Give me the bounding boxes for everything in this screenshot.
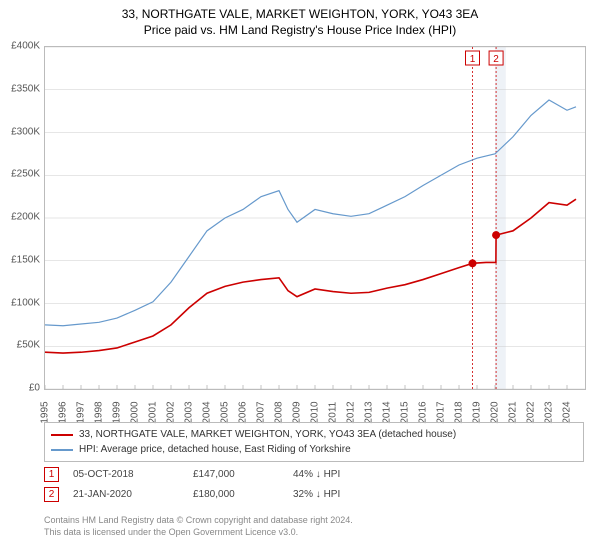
x-tick-label: 2019 bbox=[472, 401, 483, 423]
x-tick-label: 2020 bbox=[490, 401, 501, 423]
legend-label: 33, NORTHGATE VALE, MARKET WEIGHTON, YOR… bbox=[79, 427, 456, 442]
x-tick-label: 1995 bbox=[40, 401, 51, 423]
y-tick-label: £350K bbox=[0, 83, 40, 94]
legend-item: HPI: Average price, detached house, East… bbox=[51, 442, 577, 457]
y-tick-label: £150K bbox=[0, 254, 40, 265]
x-tick-label: 2007 bbox=[256, 401, 267, 423]
sales-table: 1 05-OCT-2018£147,00044% ↓ HPI 2 21-JAN-202… bbox=[44, 464, 584, 504]
title-line-1: 33, NORTHGATE VALE, MARKET WEIGHTON, YOR… bbox=[0, 6, 600, 22]
x-tick-label: 2002 bbox=[166, 401, 177, 423]
x-tick-label: 2017 bbox=[436, 401, 447, 423]
chart-area: 12 £0£50K£100K£150K£200K£250K£300K£350K£… bbox=[44, 46, 584, 388]
x-tick-label: 2014 bbox=[382, 401, 393, 423]
footer-line-1: Contains HM Land Registry data © Crown c… bbox=[44, 514, 584, 526]
sale-delta: 44% ↓ HPI bbox=[293, 469, 393, 480]
sale-marker: 2 bbox=[44, 487, 59, 502]
x-tick-label: 2011 bbox=[327, 402, 338, 424]
chart-svg: 12 bbox=[44, 46, 586, 390]
svg-text:1: 1 bbox=[470, 54, 476, 65]
legend-swatch bbox=[51, 434, 73, 436]
x-tick-label: 2003 bbox=[184, 401, 195, 423]
legend-swatch bbox=[51, 449, 73, 451]
x-tick-label: 2023 bbox=[544, 401, 555, 423]
y-tick-label: £200K bbox=[0, 212, 40, 223]
x-tick-label: 2022 bbox=[526, 401, 537, 423]
sale-row: 1 05-OCT-2018£147,00044% ↓ HPI bbox=[44, 464, 584, 484]
x-tick-label: 2018 bbox=[454, 401, 465, 423]
y-tick-label: £300K bbox=[0, 126, 40, 137]
sale-marker: 1 bbox=[44, 467, 59, 482]
sale-price: £180,000 bbox=[193, 489, 293, 500]
y-tick-label: £250K bbox=[0, 169, 40, 180]
footer-line-2: This data is licensed under the Open Gov… bbox=[44, 526, 584, 538]
x-tick-label: 1998 bbox=[94, 401, 105, 423]
y-tick-label: £0 bbox=[0, 383, 40, 394]
x-tick-label: 2024 bbox=[562, 401, 573, 423]
sale-row: 2 21-JAN-2020£180,00032% ↓ HPI bbox=[44, 484, 584, 504]
x-tick-label: 1996 bbox=[58, 401, 69, 423]
legend-label: HPI: Average price, detached house, East… bbox=[79, 442, 351, 457]
x-tick-label: 2008 bbox=[274, 401, 285, 423]
sale-delta: 32% ↓ HPI bbox=[293, 489, 393, 500]
x-tick-label: 2012 bbox=[346, 401, 357, 423]
x-tick-label: 2006 bbox=[238, 401, 249, 423]
sale-date: 21-JAN-2020 bbox=[73, 489, 193, 500]
y-tick-label: £50K bbox=[0, 340, 40, 351]
x-tick-label: 2001 bbox=[148, 401, 159, 423]
y-tick-label: £100K bbox=[0, 297, 40, 308]
x-tick-label: 1999 bbox=[112, 401, 123, 423]
x-tick-label: 1997 bbox=[76, 401, 87, 423]
sale-price: £147,000 bbox=[193, 469, 293, 480]
x-tick-label: 2021 bbox=[508, 401, 519, 423]
svg-text:2: 2 bbox=[493, 54, 499, 65]
x-tick-label: 2015 bbox=[400, 401, 411, 423]
legend: 33, NORTHGATE VALE, MARKET WEIGHTON, YOR… bbox=[44, 422, 584, 462]
x-tick-label: 2016 bbox=[418, 401, 429, 423]
y-tick-label: £400K bbox=[0, 41, 40, 52]
x-tick-label: 2004 bbox=[202, 401, 213, 423]
legend-item: 33, NORTHGATE VALE, MARKET WEIGHTON, YOR… bbox=[51, 427, 577, 442]
title-line-2: Price paid vs. HM Land Registry's House … bbox=[0, 22, 600, 38]
footer: Contains HM Land Registry data © Crown c… bbox=[44, 514, 584, 538]
x-tick-label: 2013 bbox=[364, 401, 375, 423]
x-tick-label: 2000 bbox=[130, 401, 141, 423]
x-tick-label: 2005 bbox=[220, 401, 231, 423]
x-tick-label: 2009 bbox=[292, 401, 303, 423]
chart-container: 33, NORTHGATE VALE, MARKET WEIGHTON, YOR… bbox=[0, 0, 600, 560]
sale-date: 05-OCT-2018 bbox=[73, 469, 193, 480]
chart-title: 33, NORTHGATE VALE, MARKET WEIGHTON, YOR… bbox=[0, 0, 600, 38]
x-tick-label: 2010 bbox=[310, 401, 321, 423]
